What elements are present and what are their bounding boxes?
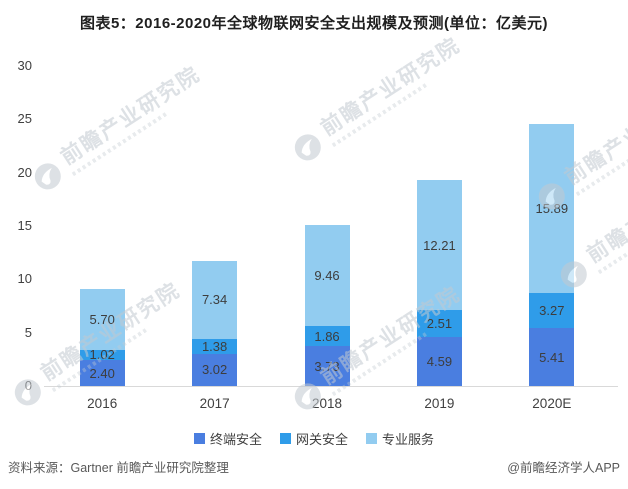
bar-column-2016: 2.40 1.02 5.70 <box>46 66 158 386</box>
value-label: 1.38 <box>201 338 228 354</box>
bar-segment-终端安全: 5.41 <box>529 328 575 386</box>
x-axis-label: 2020E <box>532 396 572 411</box>
bar-segment-终端安全: 3.02 <box>192 353 238 386</box>
x-axis-label: 2018 <box>311 396 343 411</box>
y-axis-tick: 25 <box>17 111 32 127</box>
value-label: 2.40 <box>89 365 115 381</box>
x-axis-line <box>44 386 618 387</box>
stacked-bar-2019: 4.59 2.51 12.21 <box>416 180 462 386</box>
bar-segment-网关安全: 1.86 <box>304 326 350 347</box>
x-axis-label: 2019 <box>424 396 455 411</box>
legend-label: 终端安全 <box>209 432 262 447</box>
value-label: 3.27 <box>539 303 565 319</box>
value-label: 12.21 <box>423 237 456 253</box>
value-label: 1.86 <box>314 328 340 344</box>
bar-column-2019: 4.59 2.51 12.21 <box>383 66 495 386</box>
bar-segment-终端安全: 4.59 <box>416 337 462 386</box>
bar-segment-专业服务: 9.46 <box>304 225 350 327</box>
legend-swatch <box>279 433 291 444</box>
chart-title: 图表5：2016-2020年全球物联网安全支出规模及预测(单位：亿美元) <box>79 15 549 32</box>
legend-label: 专业服务 <box>382 432 435 447</box>
stacked-bar-2020E: 5.41 3.27 15.89 <box>529 123 575 386</box>
stacked-bar-2017: 3.02 1.38 7.34 <box>192 260 238 386</box>
bar-segment-终端安全: 3.73 <box>304 346 350 386</box>
x-axis-labels: 2016 2017 2018 2019 2020E <box>46 396 608 411</box>
value-label: 4.59 <box>426 354 453 370</box>
bar-segment-网关安全: 1.38 <box>192 338 238 354</box>
plot-area: 2.40 1.02 5.70 3.02 1.38 7.34 3.73 1.86 9.46 4.59… <box>46 66 608 386</box>
value-label: 2.51 <box>426 316 453 332</box>
y-axis-tick: 20 <box>17 164 32 180</box>
bar-column-2018: 3.73 1.86 9.46 <box>271 66 383 386</box>
y-axis-tick: 15 <box>17 218 32 233</box>
legend-item-网关安全: 网关安全 <box>279 429 348 448</box>
value-label: 9.46 <box>314 268 340 284</box>
legend-swatch <box>366 433 377 444</box>
value-label: 1.02 <box>89 347 115 363</box>
bar-segment-专业服务: 12.21 <box>416 180 462 311</box>
value-label: 5.70 <box>89 311 115 327</box>
bar-column-2020E: 5.41 3.27 15.89 <box>496 66 608 386</box>
legend-item-终端安全: 终端安全 <box>193 429 262 448</box>
y-axis-tick: 5 <box>24 324 32 340</box>
credit-note: @前瞻经济学人APP <box>507 461 620 475</box>
source-note: 资料来源：Gartner 前瞻产业研究院整理 <box>8 461 229 475</box>
y-axis-tick: 0 <box>24 378 32 393</box>
footer: 资料来源：Gartner 前瞻产业研究院整理 @前瞻经济学人APP <box>8 457 620 476</box>
bar-segment-专业服务: 7.34 <box>192 260 238 340</box>
y-axis-tick: 10 <box>17 271 32 287</box>
value-label: 5.41 <box>539 349 565 365</box>
legend-label: 网关安全 <box>295 432 348 447</box>
stacked-bar-2018: 3.73 1.86 9.46 <box>304 225 350 386</box>
legend-item-专业服务: 专业服务 <box>366 429 434 448</box>
stacked-bar-2016: 2.40 1.02 5.70 <box>79 288 125 386</box>
x-axis-label: 2017 <box>199 396 230 411</box>
value-label: 15.89 <box>535 201 569 217</box>
value-label: 3.73 <box>314 358 340 374</box>
value-label: 7.34 <box>201 292 228 308</box>
legend: 终端安全 网关安全 专业服务 <box>0 429 628 448</box>
value-label: 3.02 <box>201 362 228 378</box>
bar-segment-网关安全: 3.27 <box>529 293 575 329</box>
legend-swatch <box>193 433 205 444</box>
bar-segment-终端安全: 2.40 <box>79 360 125 386</box>
bar-segment-专业服务: 5.70 <box>79 288 125 350</box>
x-axis-label: 2016 <box>87 396 118 411</box>
bar-segment-专业服务: 15.89 <box>529 123 575 294</box>
bar-segment-网关安全: 2.51 <box>416 310 462 338</box>
bar-column-2017: 3.02 1.38 7.34 <box>158 66 270 386</box>
y-axis-tick: 30 <box>17 58 32 73</box>
bar-segment-网关安全: 1.02 <box>79 347 125 363</box>
